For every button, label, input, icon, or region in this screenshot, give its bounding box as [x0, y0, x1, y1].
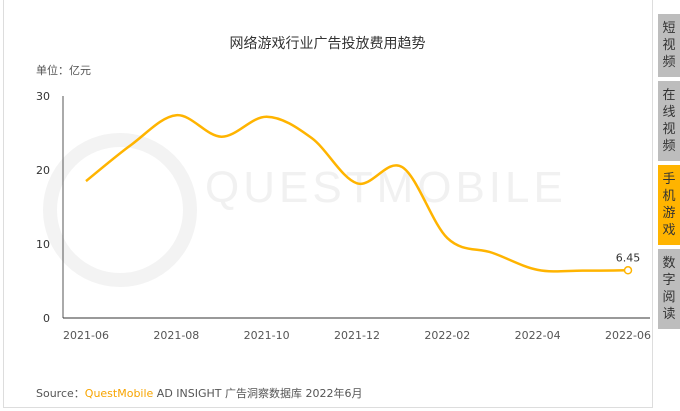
x-tick-label: 2021-10	[244, 329, 290, 342]
chart-title: 网络游戏行业广告投放费用趋势	[229, 36, 426, 52]
tab-digital-reading[interactable]: 数字阅读	[658, 249, 680, 329]
source-prefix: Source：	[36, 387, 85, 400]
tab-label: 短视频	[662, 21, 676, 70]
category-tabs: 短视频 在线视频 手机游戏 数字阅读	[658, 14, 680, 333]
x-tick-label: 2022-02	[424, 329, 470, 342]
source-rest: AD INSIGHT 广告洞察数据库 2022年6月	[153, 387, 363, 400]
x-tick-label: 2022-04	[515, 329, 561, 342]
y-tick-label: 0	[43, 312, 50, 325]
tab-short-video[interactable]: 短视频	[658, 14, 680, 77]
watermark-ring	[43, 133, 197, 287]
source-note: Source：QuestMobile AD INSIGHT 广告洞察数据库 20…	[36, 385, 363, 401]
series-line	[85, 113, 629, 273]
unit-label: 单位：亿元	[36, 64, 91, 77]
tab-label: 在线视频	[662, 88, 676, 154]
tab-online-video[interactable]: 在线视频	[658, 81, 680, 161]
y-tick-label: 10	[36, 238, 50, 251]
x-tick-label: 2021-06	[63, 329, 109, 342]
chart-frame	[3, 0, 653, 408]
source-brand: QuestMobile	[84, 387, 154, 400]
y-tick-label: 30	[36, 90, 50, 103]
x-tick-label: 2022-06	[605, 329, 651, 342]
tab-label: 数字阅读	[662, 256, 676, 322]
tab-mobile-games[interactable]: 手机游戏	[658, 165, 680, 245]
x-tick-label: 2021-08	[153, 329, 199, 342]
tab-label: 手机游戏	[662, 172, 676, 238]
x-tick-label: 2021-12	[334, 329, 380, 342]
end-point	[623, 266, 633, 275]
end-data-label: 6.45	[616, 251, 641, 264]
y-tick-label: 20	[36, 164, 50, 177]
